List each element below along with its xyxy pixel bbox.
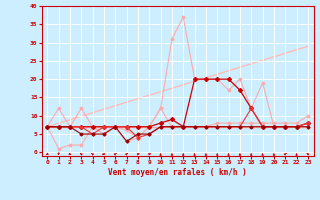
X-axis label: Vent moyen/en rafales ( km/h ): Vent moyen/en rafales ( km/h ) — [108, 168, 247, 177]
